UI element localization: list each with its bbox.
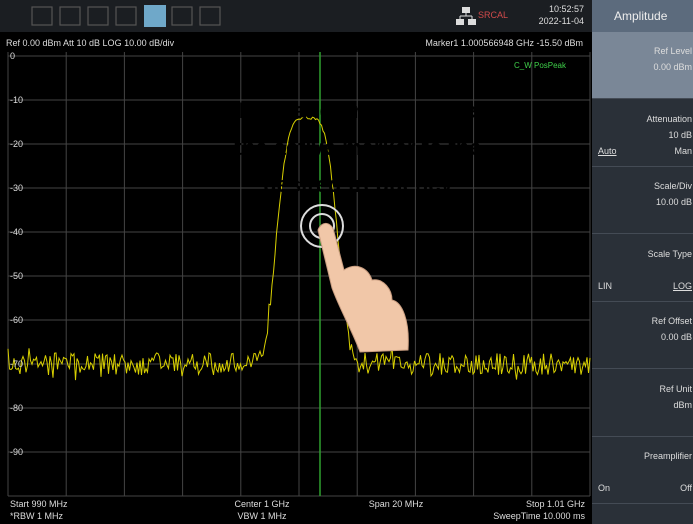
footer-stop: Stop 1.01 GHz (526, 499, 586, 509)
footer-center: Center 1 GHz (234, 499, 290, 509)
item-option[interactable]: On (598, 483, 611, 493)
y-label: -40 (10, 227, 23, 237)
item-label: Ref Offset (651, 316, 692, 326)
item-label: Ref Unit (659, 383, 692, 394)
y-label: -20 (10, 139, 23, 149)
plot: C_W PosPeak 0 -10 -20 -30 -40 -50 -60 -70 -80 -90… (7, 51, 591, 521)
side-panel: Amplitude Ref Level 0.00 dBm Attenuation 10… (592, 0, 693, 524)
panel-item[interactable]: Ref Unit dBm (592, 370, 693, 437)
y-label: -60 (10, 315, 23, 325)
item-option[interactable]: Man (674, 145, 692, 156)
item-label: Attenuation (646, 113, 692, 124)
item-option[interactable]: Auto (598, 145, 617, 156)
trace (7, 116, 591, 381)
y-label: -10 (10, 95, 23, 105)
item-value: 10 dB (668, 129, 692, 140)
plot-header-right: Marker1 1.000566948 GHz -15.50 dBm (425, 38, 583, 48)
item-option[interactable]: Off (680, 483, 692, 493)
toolbar-icons (31, 5, 476, 27)
panel-item[interactable]: Ref Level 0.00 dBm (592, 32, 693, 99)
hint-line: Hold and drag to move (239, 98, 477, 123)
item-value: 0.00 dB (660, 332, 692, 342)
date: 2022-11-04 (538, 16, 584, 26)
item-label: Scale Type (647, 248, 692, 259)
footer-vbw: VBW 1 MHz (237, 511, 287, 521)
y-label: 0 (10, 51, 15, 61)
item-label: Ref Level (653, 46, 692, 56)
hand (300, 204, 409, 353)
active-tool[interactable] (144, 5, 166, 27)
item-option[interactable]: LOG (672, 280, 692, 291)
panel-item[interactable]: Ref Offset 0.00 dB (592, 302, 693, 369)
hint-line: desired frequency (263, 172, 453, 197)
panel-item[interactable]: Scale Type LIN LOG (592, 235, 693, 302)
item-option[interactable]: LIN (598, 280, 613, 291)
y-label: -50 (10, 271, 23, 281)
trace-label: C_W PosPeak (514, 61, 567, 70)
panel-item[interactable]: Attenuation 10 dB Auto Man (592, 100, 693, 167)
footer-start: Start 990 MHz (10, 499, 68, 509)
item-label: Scale/Div (653, 181, 692, 191)
footer-sweep: SweepTime 10.000 ms (493, 511, 585, 521)
footer-rbw: *RBW 1 MHz (10, 511, 64, 521)
panel-title: Amplitude (592, 0, 693, 32)
panel-item[interactable]: Preamplifier On Off (592, 437, 693, 504)
y-label: -90 (10, 447, 23, 457)
top-bar: SRCAL 10:52:57 2022-11-04 (0, 0, 592, 32)
item-value: 0.00 dBm (653, 62, 692, 72)
plot-header-left: Ref 0.00 dBm Att 10 dB LOG 10.00 dB/div (6, 38, 175, 48)
footer-span: Span 20 MHz (369, 499, 424, 509)
item-label: Preamplifier (643, 451, 692, 461)
status-badge: SRCAL (478, 10, 509, 20)
y-label: -70 (10, 359, 23, 369)
hint-line: the active marker to the (235, 135, 482, 160)
y-label: -80 (10, 403, 23, 413)
time: 10:52:57 (548, 4, 584, 14)
panel-item[interactable]: Scale/Div 10.00 dB (592, 167, 693, 234)
item-value: dBm (673, 399, 692, 410)
y-label: -30 (10, 183, 23, 193)
item-value: 10.00 dB (655, 197, 692, 207)
